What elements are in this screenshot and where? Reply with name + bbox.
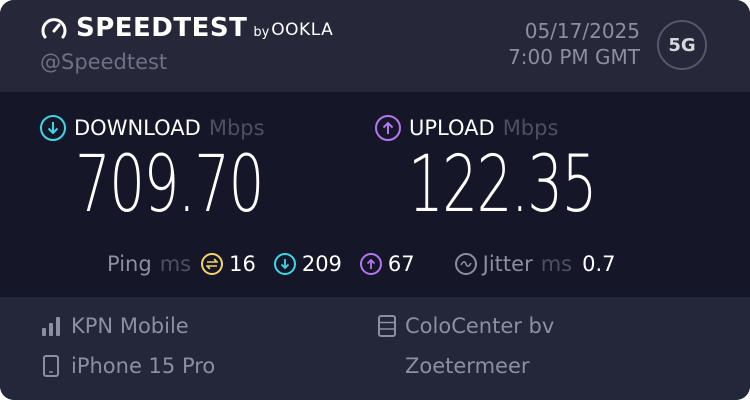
brand-by: by xyxy=(253,24,270,40)
download-header: DOWNLOAD Mbps xyxy=(40,115,265,141)
server: ColoCenter bv xyxy=(378,314,554,338)
upload-unit: Mbps xyxy=(502,116,559,140)
download-label: DOWNLOAD xyxy=(74,116,201,140)
isp: KPN Mobile xyxy=(40,314,189,338)
timestamp: 05/17/2025 7:00 PM GMT xyxy=(508,18,640,70)
device-name: iPhone 15 Pro xyxy=(71,354,216,378)
server-location: Zoetermeer xyxy=(405,354,530,378)
download-value: 709.70 xyxy=(75,140,264,230)
header: SPEEDTEST by OOKLA @Speedtest 05/17/2025… xyxy=(0,0,750,92)
download-ping-value: 209 xyxy=(301,252,342,276)
isp-name: KPN Mobile xyxy=(71,314,189,338)
provider-panel xyxy=(0,297,750,400)
speedtest-logo: SPEEDTEST by OOKLA xyxy=(40,13,333,43)
time: 7:00 PM GMT xyxy=(508,45,640,69)
upload-ping-icon xyxy=(359,253,382,275)
jitter-unit: ms xyxy=(540,252,573,276)
idle-ping-icon xyxy=(201,253,224,275)
jitter-label: Jitter xyxy=(482,252,533,276)
handle: @Speedtest xyxy=(40,50,168,74)
server-icon xyxy=(378,315,396,337)
jitter-value: 0.7 xyxy=(582,252,616,276)
device: iPhone 15 Pro xyxy=(40,354,215,378)
ping-label: Ping xyxy=(107,252,152,276)
phone-icon xyxy=(43,355,59,377)
signal-bars-icon xyxy=(42,317,60,336)
speedometer-icon xyxy=(41,18,67,39)
download-unit: Mbps xyxy=(208,116,265,140)
brand-name: SPEEDTEST xyxy=(76,13,248,43)
download-arrow-icon xyxy=(40,115,66,141)
upload-value: 122.35 xyxy=(408,140,597,230)
ping-unit: ms xyxy=(159,252,192,276)
network-badge: 5G xyxy=(657,20,707,70)
upload-ping-value: 67 xyxy=(387,252,415,276)
date: 05/17/2025 xyxy=(524,19,640,43)
ookla-name: OOKLA xyxy=(271,20,334,40)
upload-header: UPLOAD Mbps xyxy=(375,115,558,141)
jitter-icon xyxy=(454,253,477,275)
idle-ping-value: 16 xyxy=(229,252,256,276)
server-name: ColoCenter bv xyxy=(405,314,555,338)
download-ping-icon xyxy=(273,253,296,275)
upload-label: UPLOAD xyxy=(409,116,495,140)
upload-arrow-icon xyxy=(375,115,401,141)
latency-row: Ping ms 16 209 67 Jitter ms 0.7 xyxy=(107,252,616,276)
